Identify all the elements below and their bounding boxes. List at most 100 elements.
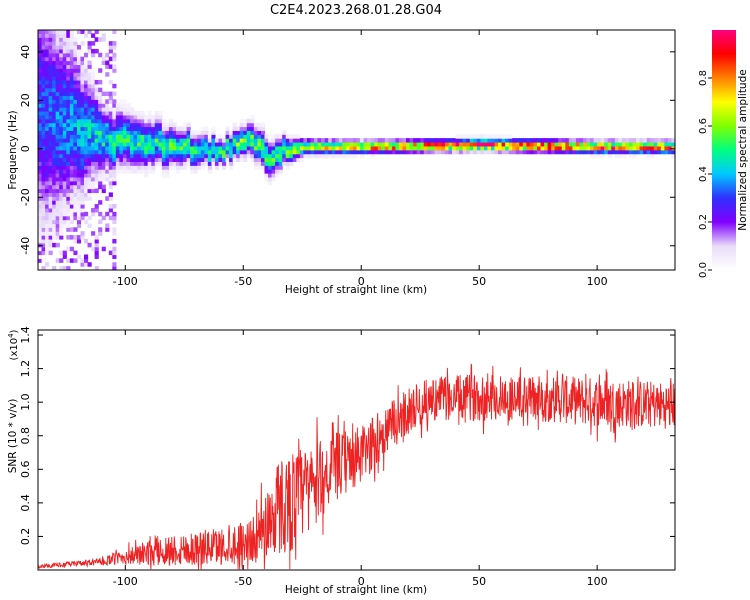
heatmap-cell xyxy=(154,145,159,151)
heatmap-cell xyxy=(398,145,404,151)
heatmap-cell xyxy=(246,118,251,124)
heatmap-cell xyxy=(69,207,74,213)
heatmap-cell xyxy=(108,107,113,112)
heatmap-cell xyxy=(76,87,82,93)
heatmap-cell xyxy=(112,215,117,221)
heatmap-cell xyxy=(593,145,598,151)
heatmap-cell xyxy=(151,122,156,128)
heatmap-cell xyxy=(130,149,135,155)
heatmap-cell xyxy=(66,192,71,197)
heatmap-cell xyxy=(650,145,655,151)
heatmap-cell xyxy=(59,169,64,174)
heatmap-cell xyxy=(38,196,43,201)
heatmap-cell xyxy=(218,153,223,159)
heatmap-cell xyxy=(45,56,50,62)
heatmap-cell xyxy=(243,118,248,124)
heatmap-cell xyxy=(186,126,191,131)
heatmap-cell xyxy=(257,157,262,162)
heatmap-cell xyxy=(558,142,563,147)
heatmap-cell xyxy=(597,149,602,155)
x-tick-label: 50 xyxy=(472,275,486,288)
heatmap-cell xyxy=(112,204,117,209)
heatmap-cell xyxy=(229,145,234,151)
heatmap-cell xyxy=(130,165,135,170)
heatmap-cell xyxy=(268,176,273,182)
heatmap-cell xyxy=(105,110,110,116)
heatmap-cell xyxy=(176,165,181,170)
heatmap-cell xyxy=(59,130,64,135)
heatmap-cell xyxy=(55,114,60,120)
heatmap-cell xyxy=(122,130,128,135)
heatmap-cell xyxy=(494,142,499,147)
heatmap-cell xyxy=(551,145,556,151)
heatmap-cell xyxy=(423,145,428,151)
heatmap-cell xyxy=(193,157,198,162)
heatmap-cell xyxy=(363,149,368,155)
heatmap-cell xyxy=(55,126,60,131)
heatmap-cell xyxy=(76,173,82,178)
heatmap-cell xyxy=(84,91,89,97)
heatmap-cell xyxy=(76,64,82,69)
heatmap-cell xyxy=(285,138,290,143)
heatmap-cell xyxy=(193,169,198,174)
heatmap-cell xyxy=(207,165,213,170)
heatmap-cell xyxy=(540,145,545,151)
heatmap-cell xyxy=(48,238,53,244)
heatmap-cell xyxy=(41,114,46,120)
heatmap-cell xyxy=(112,238,117,244)
heatmap-cell xyxy=(207,169,213,174)
heatmap-cell xyxy=(98,157,103,162)
heatmap-cell xyxy=(84,165,89,170)
heatmap-cell xyxy=(52,134,57,139)
heatmap-cell xyxy=(112,118,117,124)
heatmap-cell xyxy=(218,134,223,139)
heatmap-cell xyxy=(115,134,120,139)
heatmap-cell xyxy=(73,114,78,120)
heatmap-cell xyxy=(193,142,198,147)
heatmap-cell xyxy=(285,161,290,166)
heatmap-cell xyxy=(69,157,74,162)
heatmap-cell xyxy=(69,48,74,54)
heatmap-cell xyxy=(76,91,82,97)
heatmap-cell xyxy=(168,165,174,170)
heatmap-cell xyxy=(112,56,117,62)
heatmap-cell xyxy=(310,145,315,151)
heatmap-cell xyxy=(370,145,375,151)
heatmap-cell xyxy=(62,207,67,213)
heatmap-cell xyxy=(275,153,280,159)
heatmap-cell xyxy=(73,204,78,209)
heatmap-cell xyxy=(331,145,336,151)
heatmap-cell xyxy=(41,149,46,155)
heatmap-cell xyxy=(268,157,273,162)
heatmap-cell xyxy=(190,149,195,155)
heatmap-cell xyxy=(625,142,630,147)
heatmap-cell xyxy=(257,149,262,155)
heatmap-cell xyxy=(455,138,460,143)
heatmap-cell xyxy=(264,142,269,147)
heatmap-cell xyxy=(554,149,559,155)
heatmap-cell xyxy=(91,161,96,166)
heatmap-cell xyxy=(257,142,262,147)
heatmap-cell xyxy=(76,176,82,182)
heatmap-cell xyxy=(342,138,347,143)
heatmap-cell xyxy=(197,153,202,159)
heatmap-cell xyxy=(59,126,64,131)
heatmap-cell xyxy=(416,145,421,151)
heatmap-cell xyxy=(306,153,312,159)
heatmap-cell xyxy=(55,176,60,182)
heatmap-cell xyxy=(87,196,92,201)
heatmap-cell xyxy=(352,149,358,155)
heatmap-cell xyxy=(69,138,74,143)
heatmap-cell xyxy=(105,114,110,120)
heatmap-cell xyxy=(268,165,273,170)
heatmap-cell xyxy=(260,138,266,143)
heatmap-cell xyxy=(52,76,57,81)
heatmap-cell xyxy=(618,142,623,147)
heatmap-cell xyxy=(91,165,96,170)
heatmap-cell xyxy=(345,149,351,155)
heatmap-cell xyxy=(483,134,489,139)
heatmap-cell xyxy=(52,149,57,155)
heatmap-cell xyxy=(268,138,273,143)
heatmap-cell xyxy=(112,122,117,128)
heatmap-cell xyxy=(197,142,202,147)
